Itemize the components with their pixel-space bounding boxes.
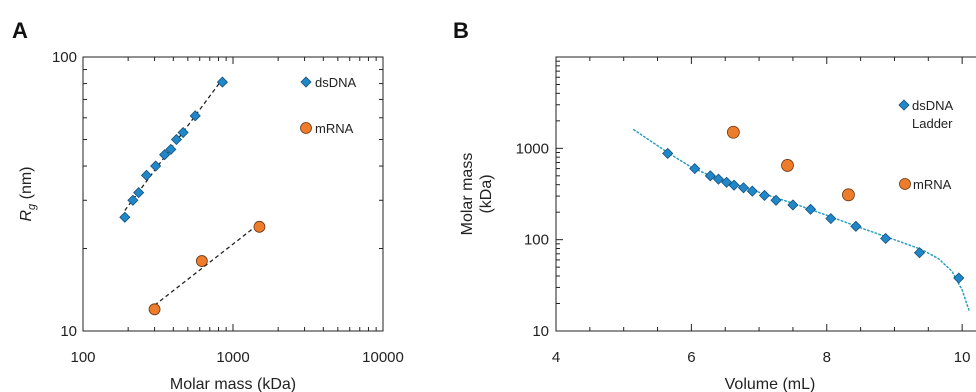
panel-a-x-tick-label: 10000	[362, 349, 404, 366]
panel-a-point-mrna	[253, 220, 266, 233]
panel-b-point-dsdna-ladder	[704, 170, 716, 182]
panel-b-y-axis-label: Molar mass (kDa)	[459, 153, 495, 236]
panel-b-point-dsdna-ladder	[712, 173, 725, 185]
panel-a-point-dsdna	[170, 133, 183, 146]
panel-b-y-axis-label-line1: Molar mass	[459, 153, 476, 236]
panel-b-points	[662, 125, 965, 284]
panel-a-point-dsdna	[165, 143, 177, 155]
panel-a-point-dsdna	[159, 149, 171, 161]
panel-b-x-tick-label: 4	[552, 349, 560, 366]
panel-b-legend-label-line1: dsDNA	[912, 98, 954, 113]
panel-b-legend-marker-mrna	[899, 178, 911, 190]
panel-b-y-axis-label-line2: (kDa)	[478, 174, 495, 213]
panel-a-ticks	[82, 56, 384, 332]
panel-a-x-tick-label: 1000	[216, 349, 249, 366]
panel-a-points	[119, 76, 266, 316]
panel-a-legend-label-mrna: mRNA	[315, 121, 354, 136]
panel-a-fit-line-mrna	[154, 222, 260, 306]
panel-b-legend: dsDNA Ladder mRNA	[898, 98, 954, 192]
panel-a-letter: A	[12, 18, 28, 43]
panel-a: A 100 1000 10000 10 100 Molar mass (kDa) Rg …	[12, 18, 404, 392]
panel-b-point-dsdna-ladder	[953, 272, 965, 284]
panel-a-point-dsdna	[216, 76, 228, 88]
panel-a-x-tick-label: 100	[70, 349, 95, 366]
panel-b-point-dsdna-ladder	[728, 179, 740, 191]
panel-b-ticks	[555, 56, 963, 332]
panel-b-legend-label-dsdna-ladder: dsDNA Ladder	[912, 98, 954, 131]
panel-b-point-dsdna-ladder	[825, 213, 837, 225]
panel-b-y-tick-label: 100	[524, 232, 549, 249]
panel-b-x-tick-label: 10	[954, 349, 971, 366]
panel-b-point-dsdna-ladder	[758, 189, 771, 201]
panel-b-x-tick-label: 8	[823, 349, 831, 366]
panel-a-y-axis-label-sub: g	[26, 203, 38, 210]
panel-a-point-dsdna	[133, 187, 145, 199]
panel-a-legend-marker-dsdna	[300, 76, 312, 88]
panel-b-point-dsdna-ladder	[662, 147, 674, 159]
panel-b-x-tick-label: 6	[687, 349, 695, 366]
panel-b-point-dsdna-ladder	[721, 176, 733, 188]
panel-b-point-mrna	[842, 188, 855, 202]
panel-b-point-dsdna-ladder	[913, 247, 926, 259]
panel-a-point-mrna	[148, 303, 161, 316]
panel-b-plot-frame	[555, 56, 976, 332]
panel-a-point-mrna	[195, 255, 208, 267]
panel-b-tick-labels: 4 6 8 10 10 100 1000	[516, 140, 971, 366]
panel-a-fit-line-dsdna	[124, 78, 223, 211]
panel-b-y-tick-label: 1000	[516, 140, 549, 157]
panel-a-x-axis-label: Molar mass (kDa)	[170, 376, 296, 392]
panel-a-y-axis-label-unit: (nm)	[18, 166, 35, 203]
panel-a-y-tick-label: 10	[60, 323, 77, 340]
panel-b-point-dsdna-ladder	[880, 232, 892, 245]
panel-b-point-dsdna-ladder	[746, 185, 758, 197]
panel-b-point-dsdna-ladder	[770, 194, 782, 206]
panel-b-legend-label-line2: Ladder	[912, 116, 953, 131]
panel-b-point-dsdna-ladder	[737, 182, 750, 194]
panel-a-legend: dsDNA mRNA	[300, 75, 357, 136]
panel-a-point-dsdna	[119, 211, 131, 223]
panel-b-fit-lines	[633, 128, 970, 311]
panel-a-point-dsdna	[177, 126, 189, 139]
panel-b-point-dsdna-ladder	[804, 203, 817, 215]
panel-b-letter: B	[453, 18, 469, 43]
panel-a-legend-label-dsdna: dsDNA	[315, 75, 357, 90]
panel-a-y-tick-label: 100	[52, 49, 77, 66]
panel-a-y-axis-label: Rg (nm)	[18, 166, 38, 221]
panel-a-point-dsdna	[127, 194, 139, 206]
panel-a-fit-lines	[124, 78, 260, 306]
panel-a-point-dsdna	[140, 169, 153, 181]
panel-b-point-dsdna-ladder	[689, 163, 701, 175]
panel-b-y-tick-label: 10	[532, 323, 549, 340]
panel-b-fit-curve	[633, 128, 970, 311]
panel-a-legend-marker-mrna	[300, 122, 312, 134]
panel-b-point-dsdna-ladder	[787, 199, 799, 211]
panel-b: B 4 6 8 10 10 100 1000 Volume (mL) Molar mass(…	[453, 18, 976, 392]
panel-b-legend-label-mrna: mRNA	[913, 177, 952, 192]
panel-b-x-axis-label: Volume (mL)	[725, 376, 816, 392]
panel-b-point-mrna	[726, 125, 740, 139]
panel-a-point-dsdna	[189, 110, 201, 122]
panel-a-point-dsdna	[150, 160, 162, 172]
panel-a-plot-frame	[82, 56, 384, 332]
panel-b-legend-marker-dsdna-ladder	[898, 99, 910, 111]
panel-b-point-mrna	[781, 159, 794, 172]
panel-b-point-dsdna-ladder	[850, 220, 862, 232]
panel-a-tick-labels: 100 1000 10000 10 100	[52, 49, 404, 366]
panel-a-y-axis-label-main: R	[18, 210, 35, 222]
